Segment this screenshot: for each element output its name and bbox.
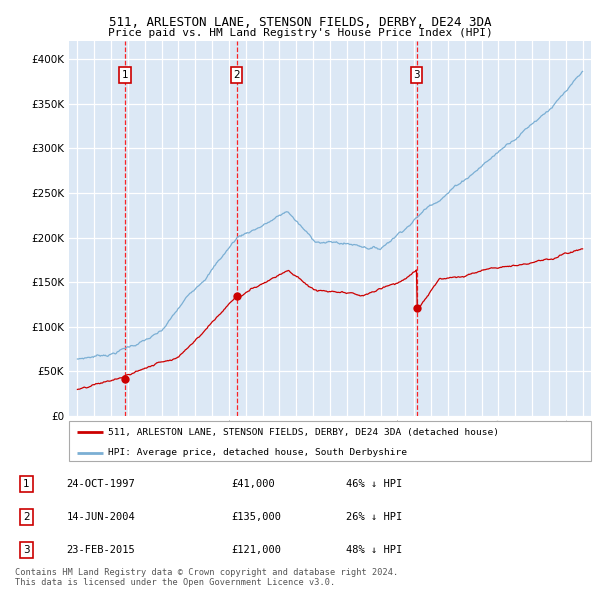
- Text: 14-JUN-2004: 14-JUN-2004: [67, 512, 136, 522]
- Text: 3: 3: [413, 70, 420, 80]
- Text: 1: 1: [23, 478, 30, 489]
- Text: This data is licensed under the Open Government Licence v3.0.: This data is licensed under the Open Gov…: [15, 578, 335, 587]
- Text: 1: 1: [121, 70, 128, 80]
- Text: 511, ARLESTON LANE, STENSON FIELDS, DERBY, DE24 3DA (detached house): 511, ARLESTON LANE, STENSON FIELDS, DERB…: [108, 428, 499, 437]
- Text: £135,000: £135,000: [231, 512, 281, 522]
- Text: 3: 3: [23, 545, 30, 555]
- Text: £41,000: £41,000: [231, 478, 275, 489]
- Text: 23-FEB-2015: 23-FEB-2015: [67, 545, 136, 555]
- Text: Price paid vs. HM Land Registry's House Price Index (HPI): Price paid vs. HM Land Registry's House …: [107, 28, 493, 38]
- Text: 48% ↓ HPI: 48% ↓ HPI: [346, 545, 403, 555]
- Text: 2: 2: [23, 512, 30, 522]
- Text: 46% ↓ HPI: 46% ↓ HPI: [346, 478, 403, 489]
- Text: 2: 2: [233, 70, 240, 80]
- Text: HPI: Average price, detached house, South Derbyshire: HPI: Average price, detached house, Sout…: [108, 448, 407, 457]
- Text: 24-OCT-1997: 24-OCT-1997: [67, 478, 136, 489]
- Text: 26% ↓ HPI: 26% ↓ HPI: [346, 512, 403, 522]
- Text: Contains HM Land Registry data © Crown copyright and database right 2024.: Contains HM Land Registry data © Crown c…: [15, 568, 398, 576]
- Text: 511, ARLESTON LANE, STENSON FIELDS, DERBY, DE24 3DA: 511, ARLESTON LANE, STENSON FIELDS, DERB…: [109, 16, 491, 29]
- Text: £121,000: £121,000: [231, 545, 281, 555]
- FancyBboxPatch shape: [69, 421, 591, 461]
